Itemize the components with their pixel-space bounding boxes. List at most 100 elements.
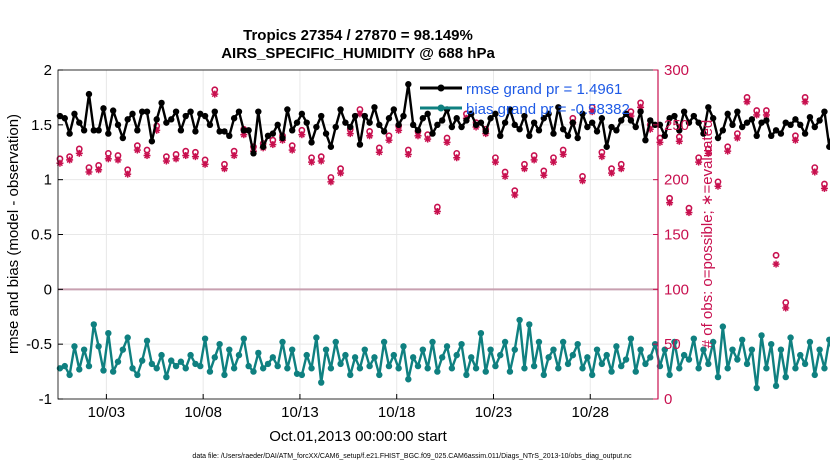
rmse-point bbox=[419, 115, 427, 122]
rmse-point bbox=[172, 108, 180, 115]
rmse-point bbox=[826, 143, 830, 150]
x-tick-label: 10/28 bbox=[571, 404, 609, 421]
bias-point bbox=[361, 346, 368, 353]
bias-point bbox=[211, 354, 218, 361]
x-tick-label: 10/18 bbox=[378, 404, 416, 421]
rmse-point bbox=[366, 119, 373, 126]
bias-point bbox=[153, 365, 160, 372]
rmse-point bbox=[516, 126, 523, 133]
bias-point bbox=[792, 365, 799, 372]
obs-evaluated-marker bbox=[162, 157, 170, 165]
y-tick-label: 0.5 bbox=[31, 227, 52, 244]
bias-point bbox=[511, 346, 518, 353]
bias-point bbox=[240, 335, 248, 342]
bias-point bbox=[608, 368, 615, 375]
rmse-point bbox=[453, 115, 460, 122]
rmse-point bbox=[506, 106, 514, 113]
rmse-point bbox=[322, 130, 330, 137]
bias-point bbox=[259, 365, 267, 372]
rmse-point bbox=[714, 134, 722, 142]
obs-evaluated-marker bbox=[540, 171, 548, 179]
obs-evaluated-marker bbox=[675, 137, 683, 145]
obs-evaluated-marker bbox=[549, 158, 557, 166]
rmse-point bbox=[61, 115, 68, 122]
rmse-point bbox=[680, 108, 688, 115]
bias-point bbox=[221, 371, 228, 379]
bias-point bbox=[201, 335, 209, 342]
bias-point bbox=[540, 371, 548, 379]
obs-evaluated-marker bbox=[124, 170, 132, 178]
obs-evaluated-marker bbox=[811, 168, 819, 176]
bias-point bbox=[226, 346, 233, 353]
bias-point bbox=[705, 360, 712, 368]
bias-point bbox=[598, 360, 606, 368]
rmse-point bbox=[777, 130, 785, 137]
obs-evaluated-marker bbox=[133, 146, 141, 154]
bias-point bbox=[143, 337, 151, 345]
bias-point bbox=[322, 346, 330, 353]
rmse-point bbox=[738, 123, 746, 131]
rmse-point bbox=[753, 132, 760, 139]
obs-possible-marker bbox=[782, 299, 790, 306]
rmse-point bbox=[168, 116, 175, 123]
rmse-point bbox=[230, 115, 238, 122]
bias-point bbox=[797, 351, 804, 359]
rmse-point bbox=[66, 130, 73, 137]
obs-evaluated-marker bbox=[211, 90, 219, 98]
bias-point bbox=[758, 332, 765, 339]
obs-evaluated-marker bbox=[579, 177, 587, 185]
rmse-point bbox=[405, 81, 412, 88]
obs-evaluated-marker bbox=[724, 147, 732, 155]
rmse-point bbox=[647, 117, 654, 124]
obs-evaluated-marker bbox=[530, 156, 538, 164]
bias-point bbox=[390, 351, 398, 359]
rmse-point bbox=[376, 121, 383, 129]
rmse-point bbox=[240, 127, 248, 134]
rmse-point bbox=[279, 134, 286, 142]
bias-point bbox=[734, 356, 741, 363]
rmse-point bbox=[574, 134, 581, 142]
rmse-point bbox=[545, 110, 552, 118]
bias-point bbox=[647, 354, 654, 361]
y-tick-label: 2 bbox=[44, 62, 52, 79]
x-tick-label: 10/23 bbox=[475, 404, 513, 421]
rmse-point bbox=[274, 121, 281, 129]
x-tick-label: 10/03 bbox=[88, 404, 126, 421]
rmse-point bbox=[763, 117, 770, 124]
bias-point bbox=[66, 371, 73, 379]
bias-point bbox=[622, 356, 630, 363]
bias-point bbox=[714, 373, 722, 381]
bias-point bbox=[371, 354, 378, 361]
bias-point bbox=[347, 371, 354, 379]
bias-point bbox=[376, 371, 383, 379]
y-right-tick-label: 250 bbox=[664, 117, 689, 134]
obs-evaluated-marker bbox=[95, 166, 103, 174]
bias-point bbox=[806, 338, 814, 346]
bias-point bbox=[584, 354, 591, 361]
obs-evaluated-marker bbox=[520, 165, 528, 173]
bias-point bbox=[405, 376, 412, 383]
bias-line bbox=[59, 318, 830, 390]
rmse-point bbox=[743, 119, 751, 126]
bias-series bbox=[56, 316, 830, 392]
rmse-point bbox=[216, 128, 223, 135]
rmse-point bbox=[211, 108, 218, 115]
rmse-point bbox=[158, 99, 165, 107]
bias-point bbox=[134, 371, 141, 379]
rmse-point bbox=[124, 116, 131, 123]
bias-point bbox=[192, 360, 199, 368]
obs-layer bbox=[56, 86, 828, 312]
bias-point bbox=[753, 384, 760, 392]
obs-evaluated-marker bbox=[695, 158, 703, 166]
obs-evaluated-marker bbox=[66, 156, 74, 164]
obs-evaluated-marker bbox=[191, 153, 199, 161]
bias-point bbox=[743, 360, 751, 368]
bias-point bbox=[777, 346, 785, 353]
bias-point bbox=[308, 365, 315, 372]
rmse-point bbox=[206, 121, 214, 129]
bias-point bbox=[274, 362, 281, 370]
rmse-point bbox=[584, 123, 591, 131]
bias-point bbox=[574, 340, 581, 348]
obs-evaluated-marker bbox=[453, 154, 461, 162]
bias-point bbox=[434, 368, 441, 375]
